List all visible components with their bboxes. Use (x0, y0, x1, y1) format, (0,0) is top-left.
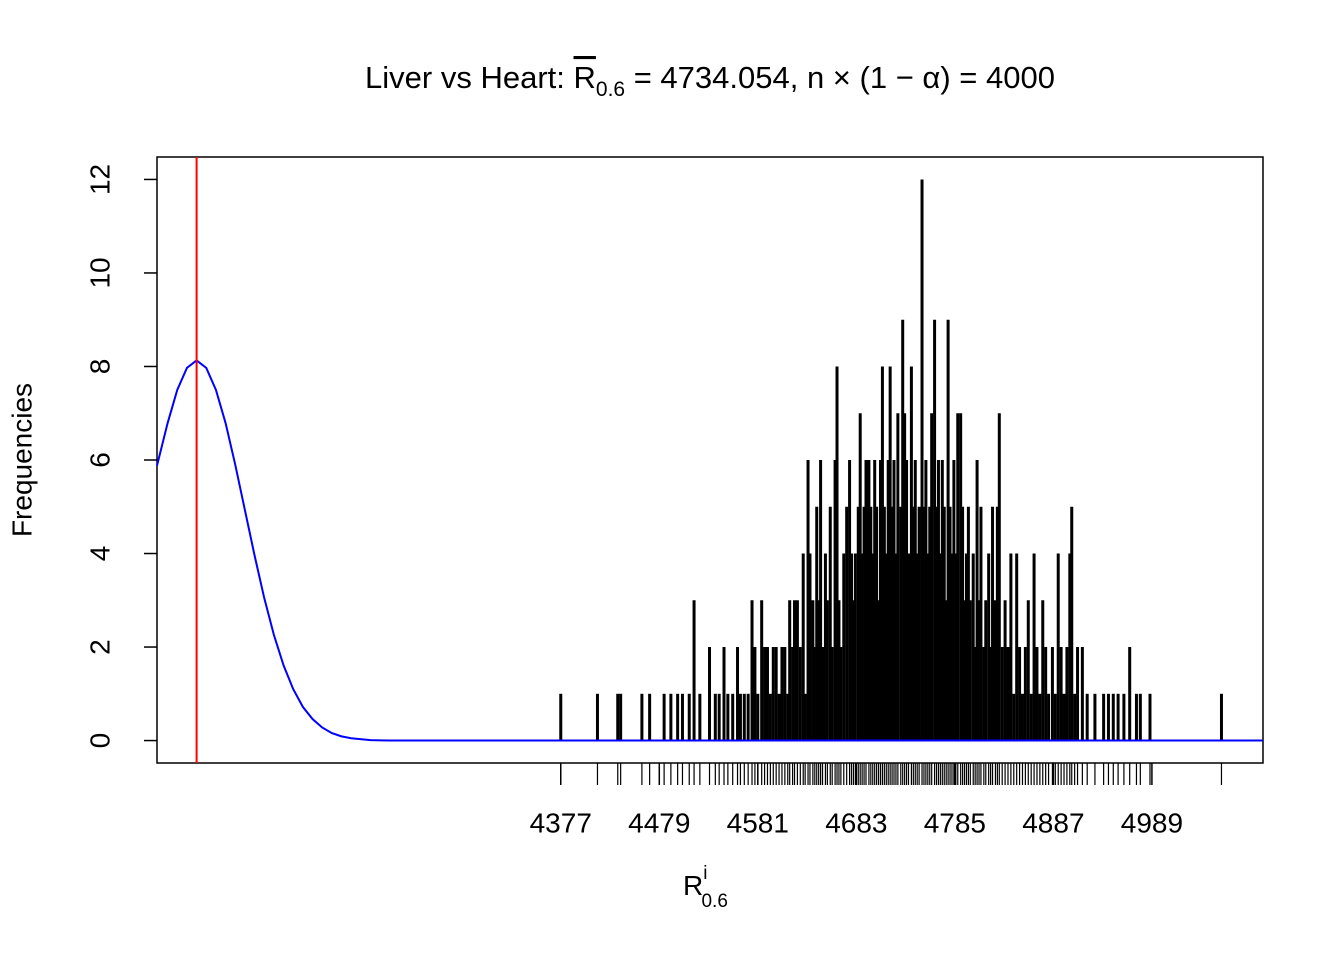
y-tick-label: 0 (84, 733, 115, 749)
y-tick-label: 8 (84, 359, 115, 375)
x-tick-label: 4377 (530, 807, 592, 838)
x-axis-label: Ri 0.6 (683, 863, 728, 912)
x-tick-label: 4581 (727, 807, 789, 838)
y-tick-label: 2 (84, 639, 115, 655)
chart-title: Liver vs Heart: R0.6 = 4734.054, n × (1 … (365, 60, 1055, 100)
x-tick-label: 4683 (825, 807, 887, 838)
y-tick-label: 4 (84, 546, 115, 562)
y-tick-label: 10 (84, 257, 115, 288)
x-tick-label: 4887 (1022, 807, 1084, 838)
density-curve (156, 359, 1263, 742)
y-tick-label: 12 (84, 164, 115, 195)
x-tick-label: 4785 (924, 807, 986, 838)
y-axis-label: Frequencies (6, 383, 37, 537)
x-tick-label: 4989 (1121, 807, 1183, 838)
x-tick-label: 4479 (628, 807, 690, 838)
y-tick-label: 6 (84, 452, 115, 468)
